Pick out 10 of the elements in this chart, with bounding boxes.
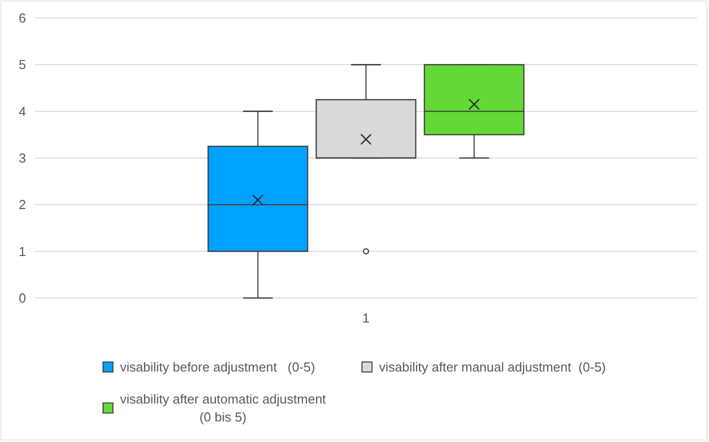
y-tick-label: 4 xyxy=(18,104,26,119)
y-tick-label: 3 xyxy=(18,150,26,166)
legend-label: visability after manual adjustment (0-5) xyxy=(379,360,606,375)
y-tick-label: 6 xyxy=(18,10,26,26)
y-tick-label: 2 xyxy=(18,197,26,212)
y-tick-label: 5 xyxy=(18,57,26,72)
legend-label: visability before adjustment (0-5) xyxy=(120,360,316,375)
y-tick-label: 1 xyxy=(18,244,26,259)
y-tick-label: 0 xyxy=(18,290,26,306)
legend-label: visability after automatic adjustment (0 bis 5) xyxy=(120,392,326,425)
